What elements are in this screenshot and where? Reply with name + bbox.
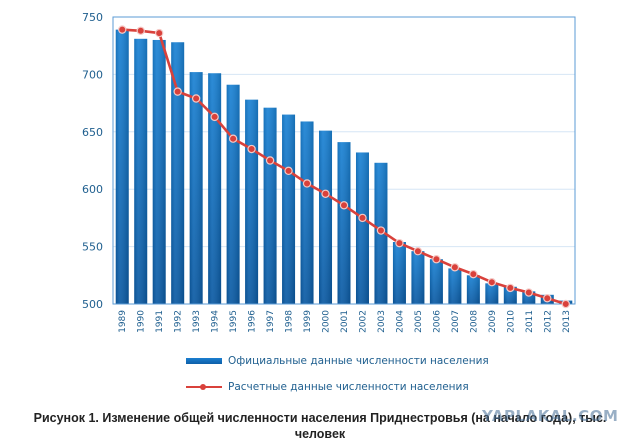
- x-tick-label: 1989: [118, 310, 128, 333]
- x-tick-label: 2005: [414, 310, 424, 333]
- x-tick-label: 2011: [525, 310, 535, 333]
- chart-legend: Официальные данные численности населения…: [186, 348, 489, 400]
- line-marker: [543, 294, 552, 303]
- x-tick-label: 1990: [137, 310, 147, 333]
- y-tick-label: 650: [82, 126, 103, 139]
- line-marker: [321, 189, 330, 198]
- x-tick-label: 1998: [285, 310, 295, 333]
- caption-line-1: Рисунок 1. Изменение общей численности н…: [33, 411, 607, 425]
- line-series-estimated: [118, 25, 570, 309]
- caption-line-2: человек: [294, 427, 346, 441]
- y-axis-ticks: 500 550 600 650 700 750: [82, 11, 103, 311]
- bar-series-official: [115, 29, 573, 305]
- line-marker: [358, 213, 367, 223]
- x-tick-label: 1993: [192, 310, 202, 333]
- x-tick-label: 1996: [248, 310, 258, 333]
- bar-swatch-icon: [186, 358, 222, 364]
- line-marker: [395, 238, 404, 248]
- line-marker: [228, 134, 238, 143]
- line-marker: [265, 156, 275, 165]
- x-tick-label: 1991: [155, 310, 165, 333]
- line-marker: [339, 201, 349, 210]
- line-marker: [376, 226, 386, 235]
- x-tick-label: 2003: [377, 310, 387, 333]
- y-tick-label: 550: [82, 241, 103, 254]
- line-marker: [302, 179, 312, 188]
- x-tick-label: 1999: [303, 310, 313, 333]
- line-marker-swatch-icon: [186, 383, 222, 391]
- x-tick-label: 2009: [488, 310, 498, 333]
- legend-label-estimated: Расчетные данные численности населения: [228, 381, 469, 393]
- x-tick-label: 2008: [469, 310, 479, 333]
- y-tick-label: 700: [82, 68, 103, 81]
- line-marker: [487, 277, 497, 287]
- line-marker: [450, 263, 460, 272]
- x-tick-label: 2001: [340, 310, 350, 333]
- plot-frame: [112, 16, 576, 305]
- line-marker: [191, 94, 201, 103]
- line-marker: [247, 144, 256, 154]
- line-marker: [524, 288, 534, 297]
- x-tick-label: 2002: [358, 310, 368, 333]
- line-marker: [118, 25, 127, 34]
- line-marker: [413, 246, 423, 256]
- figure-caption: Рисунок 1. Изменение общей численности н…: [0, 410, 640, 442]
- x-tick-label: 1992: [174, 310, 184, 333]
- watermark: YAPLAKAL.COM: [482, 407, 619, 425]
- line-marker: [469, 269, 478, 279]
- x-tick-label: 2013: [562, 310, 572, 333]
- y-tick-label: 500: [82, 298, 103, 311]
- y-tick-label: 750: [82, 11, 103, 24]
- line-marker: [154, 28, 164, 38]
- x-tick-label: 2000: [322, 310, 332, 333]
- line-marker: [506, 283, 515, 293]
- line-marker: [284, 166, 293, 176]
- x-tick-label: 2012: [543, 310, 553, 333]
- line-marker: [173, 87, 182, 96]
- legend-item-estimated: Расчетные данные численности населения: [186, 374, 489, 400]
- x-tick-label: 1994: [211, 310, 221, 333]
- x-tick-label: 2007: [451, 310, 461, 333]
- line-marker: [136, 26, 145, 35]
- x-tick-label: 2010: [506, 310, 516, 333]
- line-marker: [210, 112, 219, 122]
- line-marker: [432, 255, 441, 264]
- line-marker: [561, 299, 570, 309]
- x-tick-label: 2004: [395, 310, 405, 333]
- x-tick-label: 2006: [432, 310, 442, 333]
- x-tick-label: 1995: [229, 310, 239, 333]
- x-tick-label: 1997: [266, 310, 276, 333]
- y-tick-label: 600: [82, 183, 103, 196]
- legend-item-official: Официальные данные численности населения: [186, 348, 489, 374]
- legend-label-official: Официальные данные численности населения: [228, 355, 489, 367]
- x-axis-ticks: 1989 1990 1991 1992 1993 1994 1995 1996 1997 1998…: [118, 310, 572, 333]
